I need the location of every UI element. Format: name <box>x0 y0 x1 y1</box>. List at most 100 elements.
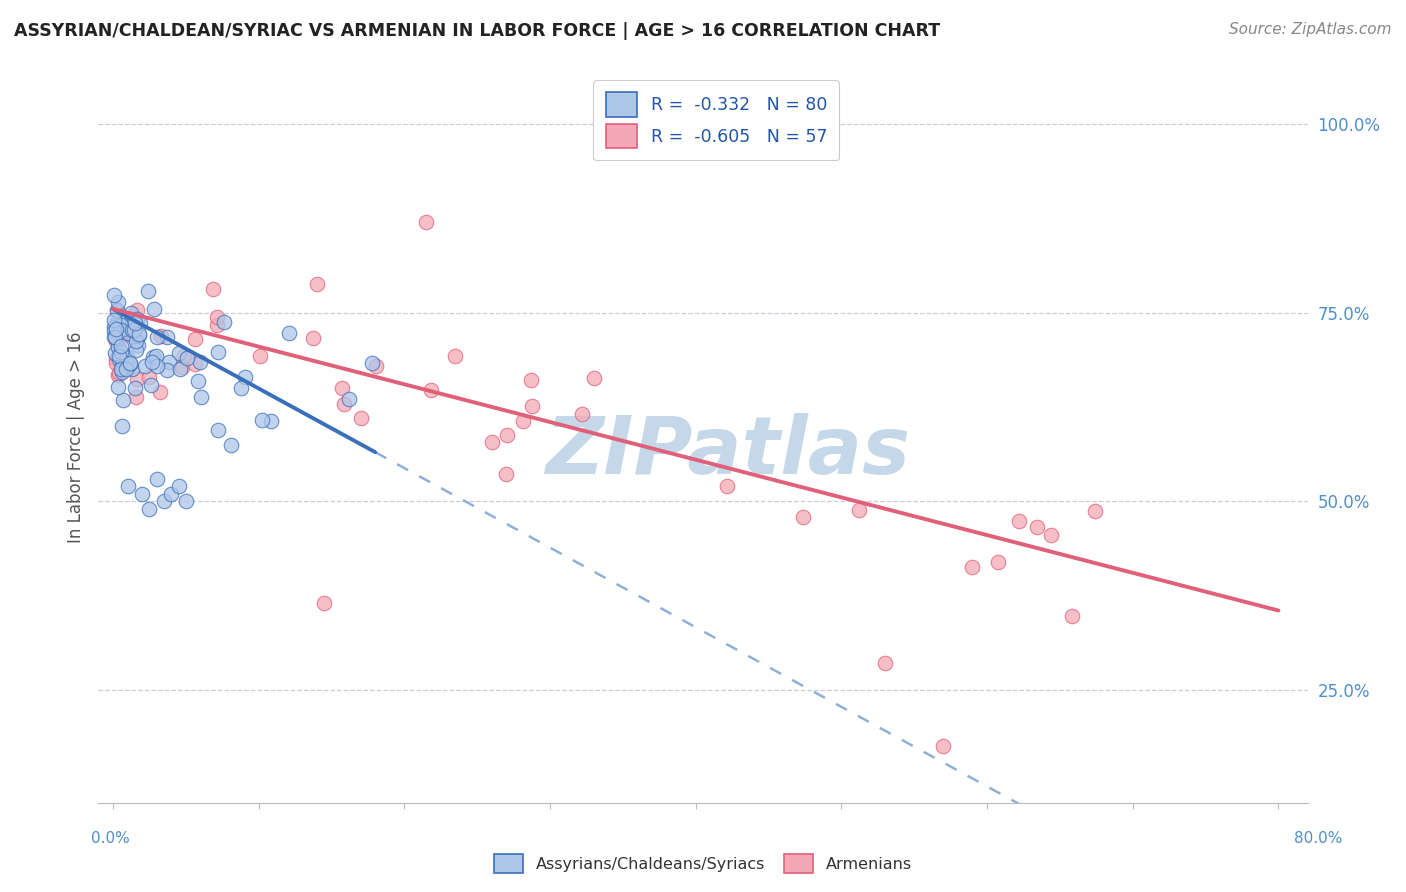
Point <box>143 302 166 317</box>
Point <box>108 313 131 327</box>
Point <box>184 357 207 371</box>
Point <box>305 277 328 292</box>
Point <box>1039 527 1062 541</box>
Point <box>145 471 167 485</box>
Point <box>118 357 141 371</box>
Point <box>149 384 172 399</box>
Point <box>120 306 142 320</box>
Point <box>107 368 129 383</box>
Point <box>136 284 159 298</box>
Point <box>127 337 149 351</box>
Point <box>139 378 162 392</box>
Point <box>104 330 127 344</box>
Point <box>149 329 172 343</box>
Point <box>138 501 160 516</box>
Point <box>108 349 131 363</box>
Point <box>138 370 160 384</box>
Point <box>153 494 176 508</box>
Point <box>108 352 131 367</box>
Point <box>122 322 145 336</box>
Point <box>124 317 146 331</box>
Point <box>120 356 142 370</box>
Point <box>111 359 134 373</box>
Point <box>117 326 139 340</box>
Point <box>167 479 190 493</box>
Point <box>188 354 211 368</box>
Point <box>128 326 150 341</box>
Point <box>104 351 127 366</box>
Point <box>104 356 127 370</box>
Point <box>231 381 253 395</box>
Point <box>145 349 167 363</box>
Point <box>142 350 165 364</box>
Point <box>131 486 153 500</box>
Point <box>146 330 169 344</box>
Point <box>481 435 503 450</box>
Point <box>337 392 360 407</box>
Point <box>103 313 125 327</box>
Point <box>146 359 169 373</box>
Point <box>252 412 274 426</box>
Point <box>420 384 443 398</box>
Point <box>415 215 437 229</box>
Point <box>190 390 212 404</box>
Point <box>366 359 388 374</box>
Point <box>107 380 129 394</box>
Point <box>121 361 143 376</box>
Point <box>157 355 180 369</box>
Point <box>278 326 301 340</box>
Point <box>174 494 197 508</box>
Point <box>124 334 146 349</box>
Point <box>960 560 983 574</box>
Point <box>172 360 194 375</box>
Point <box>111 365 134 379</box>
Point <box>124 381 146 395</box>
Point <box>219 437 242 451</box>
Point <box>205 310 228 324</box>
Point <box>108 366 131 380</box>
Point <box>124 390 146 404</box>
Point <box>104 346 127 360</box>
Point <box>496 427 519 442</box>
Point <box>110 330 132 344</box>
Point <box>121 323 143 337</box>
Point <box>103 330 125 344</box>
Point <box>155 363 177 377</box>
Point <box>105 302 128 317</box>
Point <box>115 357 138 371</box>
Point <box>249 349 271 363</box>
Point <box>110 318 132 332</box>
Point <box>127 371 149 385</box>
Point <box>107 313 129 327</box>
Point <box>176 351 198 366</box>
Point <box>104 334 127 348</box>
Point <box>301 331 323 345</box>
Point <box>107 295 129 310</box>
Point <box>792 510 814 524</box>
Point <box>1007 514 1029 528</box>
Y-axis label: In Labor Force | Age > 16: In Labor Force | Age > 16 <box>66 331 84 543</box>
Point <box>115 350 138 364</box>
Point <box>110 362 132 376</box>
Point <box>233 370 256 384</box>
Point <box>187 374 209 388</box>
Point <box>1060 608 1083 623</box>
Point <box>167 346 190 360</box>
Point <box>212 315 235 329</box>
Point <box>314 596 336 610</box>
Point <box>987 555 1010 569</box>
Point <box>183 332 205 346</box>
Point <box>260 414 283 428</box>
Point <box>111 418 134 433</box>
Text: 80.0%: 80.0% <box>1295 831 1343 846</box>
Point <box>117 479 139 493</box>
Point <box>444 349 467 363</box>
Point <box>169 362 191 376</box>
Point <box>173 349 195 363</box>
Point <box>512 414 534 428</box>
Point <box>848 502 870 516</box>
Point <box>127 303 149 318</box>
Point <box>115 361 138 376</box>
Point <box>110 322 132 336</box>
Point <box>121 328 143 343</box>
